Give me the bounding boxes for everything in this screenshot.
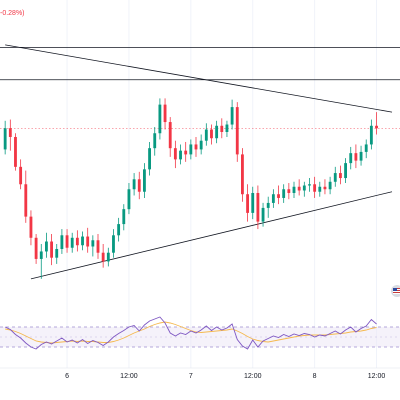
candle-body	[168, 122, 172, 149]
candle-body	[122, 209, 126, 225]
candle-body	[339, 173, 342, 179]
candle-body	[318, 186, 322, 192]
price-change-text: -0.28%)	[0, 10, 25, 17]
rsi-line	[4, 316, 377, 350]
x-tick-label: 7	[189, 373, 193, 380]
candle-body	[369, 125, 373, 145]
candle-body	[256, 192, 260, 222]
candle-body	[91, 240, 95, 247]
x-tick-label: 6	[65, 373, 69, 380]
candle-body	[148, 148, 151, 170]
candle-body	[50, 241, 53, 258]
candle-body	[328, 181, 332, 190]
candle-body	[230, 107, 234, 125]
candle-body	[210, 129, 213, 139]
candle-body	[137, 179, 141, 192]
candle-body	[19, 166, 23, 185]
rsi-pane	[0, 316, 400, 350]
x-tick-label: 12:00	[244, 373, 262, 380]
candle-body	[60, 235, 64, 249]
candle-body	[251, 192, 255, 213]
candle-body	[323, 186, 327, 190]
candle-body	[65, 235, 69, 248]
candle-body	[24, 184, 28, 217]
candle-body	[127, 189, 131, 210]
candle-body	[271, 194, 275, 203]
candle-body	[8, 128, 12, 137]
candle-body	[359, 151, 363, 161]
candle-body	[184, 150, 188, 155]
candle-body	[354, 153, 358, 161]
candle-body	[297, 186, 301, 191]
price-grid	[66, 0, 378, 368]
candle-body	[235, 107, 239, 155]
x-tick-label: 12:00	[120, 373, 138, 380]
candle-body	[112, 235, 115, 253]
candle-body	[204, 129, 208, 141]
candle-body	[163, 104, 167, 123]
candle-body	[333, 173, 337, 182]
flag-stripes	[393, 288, 400, 294]
candle-body	[34, 237, 38, 259]
candle-body	[287, 189, 291, 193]
candle-body	[241, 154, 244, 195]
candle-body	[277, 194, 280, 198]
candle-body	[39, 251, 43, 259]
candle-body	[246, 194, 249, 213]
candle-body	[70, 237, 74, 248]
candle-body	[261, 207, 265, 222]
candle-body	[96, 240, 100, 253]
candle-body	[302, 185, 306, 191]
price-lines	[0, 44, 400, 280]
candle-body	[45, 241, 48, 252]
candle-body	[266, 202, 270, 208]
candle-body	[3, 128, 7, 150]
candle-body	[313, 184, 317, 192]
candle-body	[158, 104, 162, 134]
candle-body	[81, 236, 84, 246]
candle-body	[199, 140, 203, 150]
candle-body	[364, 144, 368, 152]
us-flag-icon[interactable]	[391, 285, 400, 297]
candle-body	[179, 150, 182, 160]
candle-body	[344, 163, 347, 179]
candle-body	[143, 169, 146, 192]
candle-body	[194, 144, 198, 150]
trendline[interactable]	[30, 191, 393, 280]
candle-body	[75, 237, 79, 246]
candle-body	[225, 124, 229, 132]
candle-body	[292, 186, 296, 193]
x-tick-label: 8	[313, 373, 317, 380]
candles-group	[3, 98, 378, 279]
candle-body	[173, 148, 177, 160]
candle-body	[189, 144, 193, 155]
candle-body	[308, 184, 311, 186]
candle-body	[153, 133, 157, 149]
candle-body	[282, 189, 286, 198]
candle-body	[375, 125, 378, 129]
candle-body	[117, 224, 121, 236]
candle-body	[215, 125, 219, 139]
candle-body	[132, 179, 136, 190]
candle-body	[106, 252, 110, 262]
trendline[interactable]	[5, 44, 393, 113]
flag-canton	[393, 288, 397, 291]
candle-body	[349, 153, 353, 164]
candle-body	[55, 248, 59, 258]
candle-body	[86, 236, 90, 247]
x-tick-label: 12:00	[368, 373, 386, 380]
candle-body	[101, 252, 105, 262]
candle-body	[220, 125, 224, 132]
x-axis: 6 12:00 7 12:00 8 12:00	[0, 367, 400, 380]
candle-body	[14, 136, 17, 167]
candle-body	[29, 216, 33, 238]
